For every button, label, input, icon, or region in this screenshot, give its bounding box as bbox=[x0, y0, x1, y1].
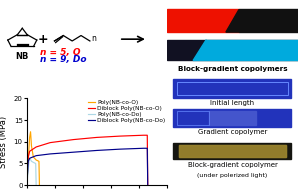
Poly(NB-co-O) bbox=[30, 145, 33, 147]
Polygon shape bbox=[226, 9, 239, 32]
Diblock Poly(NB-co-Do) bbox=[27, 160, 30, 162]
Diblock Poly(NB-co-O) bbox=[28, 150, 31, 153]
Bar bbox=[173, 79, 291, 98]
Diblock Poly(NB-co-Do) bbox=[28, 157, 31, 159]
Text: Gradient copolymer: Gradient copolymer bbox=[198, 129, 267, 135]
Poly(NB-co-Do) bbox=[34, 162, 38, 165]
Diblock Poly(NB-co-Do) bbox=[72, 151, 75, 153]
Poly(NB-co-Do) bbox=[27, 159, 31, 161]
Text: +: + bbox=[38, 33, 49, 46]
Text: n = 9, Do: n = 9, Do bbox=[40, 56, 86, 64]
Bar bbox=[239, 9, 298, 32]
Text: n = 5, O: n = 5, O bbox=[40, 48, 80, 57]
Diblock Poly(NB-co-Do) bbox=[142, 147, 145, 149]
Diblock Poly(NB-co-O) bbox=[72, 138, 75, 141]
Bar bbox=[179, 145, 286, 157]
Bar bbox=[173, 143, 291, 159]
Diblock Poly(NB-co-O) bbox=[146, 184, 150, 186]
Diblock Poly(NB-co-O) bbox=[34, 146, 38, 148]
Diblock Poly(NB-co-O) bbox=[48, 142, 52, 144]
Poly(NB-co-Do) bbox=[34, 184, 38, 186]
Text: (under polerized light): (under polerized light) bbox=[197, 173, 268, 178]
Bar bbox=[173, 109, 291, 127]
Bar bbox=[167, 9, 239, 32]
Poly(NB-co-O) bbox=[25, 184, 29, 186]
Bar bbox=[206, 40, 298, 60]
Poly(NB-co-Do) bbox=[25, 184, 29, 186]
Diblock Poly(NB-co-O) bbox=[27, 156, 30, 158]
Text: n: n bbox=[91, 34, 96, 43]
Text: Block-gradient copolymer: Block-gradient copolymer bbox=[187, 162, 277, 168]
Bar bbox=[177, 111, 209, 125]
Diblock Poly(NB-co-O) bbox=[95, 136, 99, 139]
Line: Poly(NB-co-O): Poly(NB-co-O) bbox=[27, 132, 39, 185]
Poly(NB-co-O) bbox=[34, 159, 38, 161]
Y-axis label: Stress (MPa): Stress (MPa) bbox=[0, 116, 8, 168]
Diblock Poly(NB-co-O) bbox=[118, 135, 122, 137]
Poly(NB-co-O) bbox=[28, 136, 31, 139]
Poly(NB-co-Do) bbox=[28, 158, 32, 160]
Diblock Poly(NB-co-Do) bbox=[34, 155, 38, 157]
Diblock Poly(NB-co-Do) bbox=[146, 184, 150, 186]
Text: NB: NB bbox=[15, 52, 29, 61]
Bar bbox=[209, 111, 256, 125]
Polygon shape bbox=[193, 40, 206, 60]
Diblock Poly(NB-co-O) bbox=[145, 134, 149, 136]
Legend: Poly(NB-co-O), Diblock Poly(NB-co-O), Poly(NB-co-Do), Diblock Poly(NB-co-Do): Poly(NB-co-O), Diblock Poly(NB-co-O), Po… bbox=[88, 99, 166, 124]
Diblock Poly(NB-co-Do) bbox=[48, 153, 52, 155]
Diblock Poly(NB-co-O) bbox=[142, 134, 145, 136]
Diblock Poly(NB-co-Do) bbox=[145, 147, 149, 149]
Poly(NB-co-O) bbox=[32, 156, 35, 158]
Poly(NB-co-Do) bbox=[30, 160, 33, 162]
Diblock Poly(NB-co-Do) bbox=[118, 148, 122, 150]
Text: Block-gradient copolymers: Block-gradient copolymers bbox=[178, 66, 287, 72]
Bar bbox=[167, 40, 298, 60]
Diblock Poly(NB-co-Do) bbox=[25, 184, 29, 186]
Line: Diblock Poly(NB-co-O): Diblock Poly(NB-co-O) bbox=[27, 135, 148, 185]
Poly(NB-co-O) bbox=[37, 160, 41, 162]
Poly(NB-co-O) bbox=[38, 184, 41, 186]
Text: Initial length: Initial length bbox=[210, 100, 254, 106]
Poly(NB-co-O) bbox=[29, 131, 32, 133]
Line: Diblock Poly(NB-co-Do): Diblock Poly(NB-co-Do) bbox=[27, 148, 148, 185]
Poly(NB-co-Do) bbox=[32, 161, 36, 164]
Diblock Poly(NB-co-Do) bbox=[95, 149, 99, 152]
Line: Poly(NB-co-Do): Poly(NB-co-Do) bbox=[27, 159, 36, 185]
Bar bbox=[177, 82, 288, 95]
Diblock Poly(NB-co-O) bbox=[25, 184, 29, 186]
Bar bbox=[179, 145, 286, 157]
